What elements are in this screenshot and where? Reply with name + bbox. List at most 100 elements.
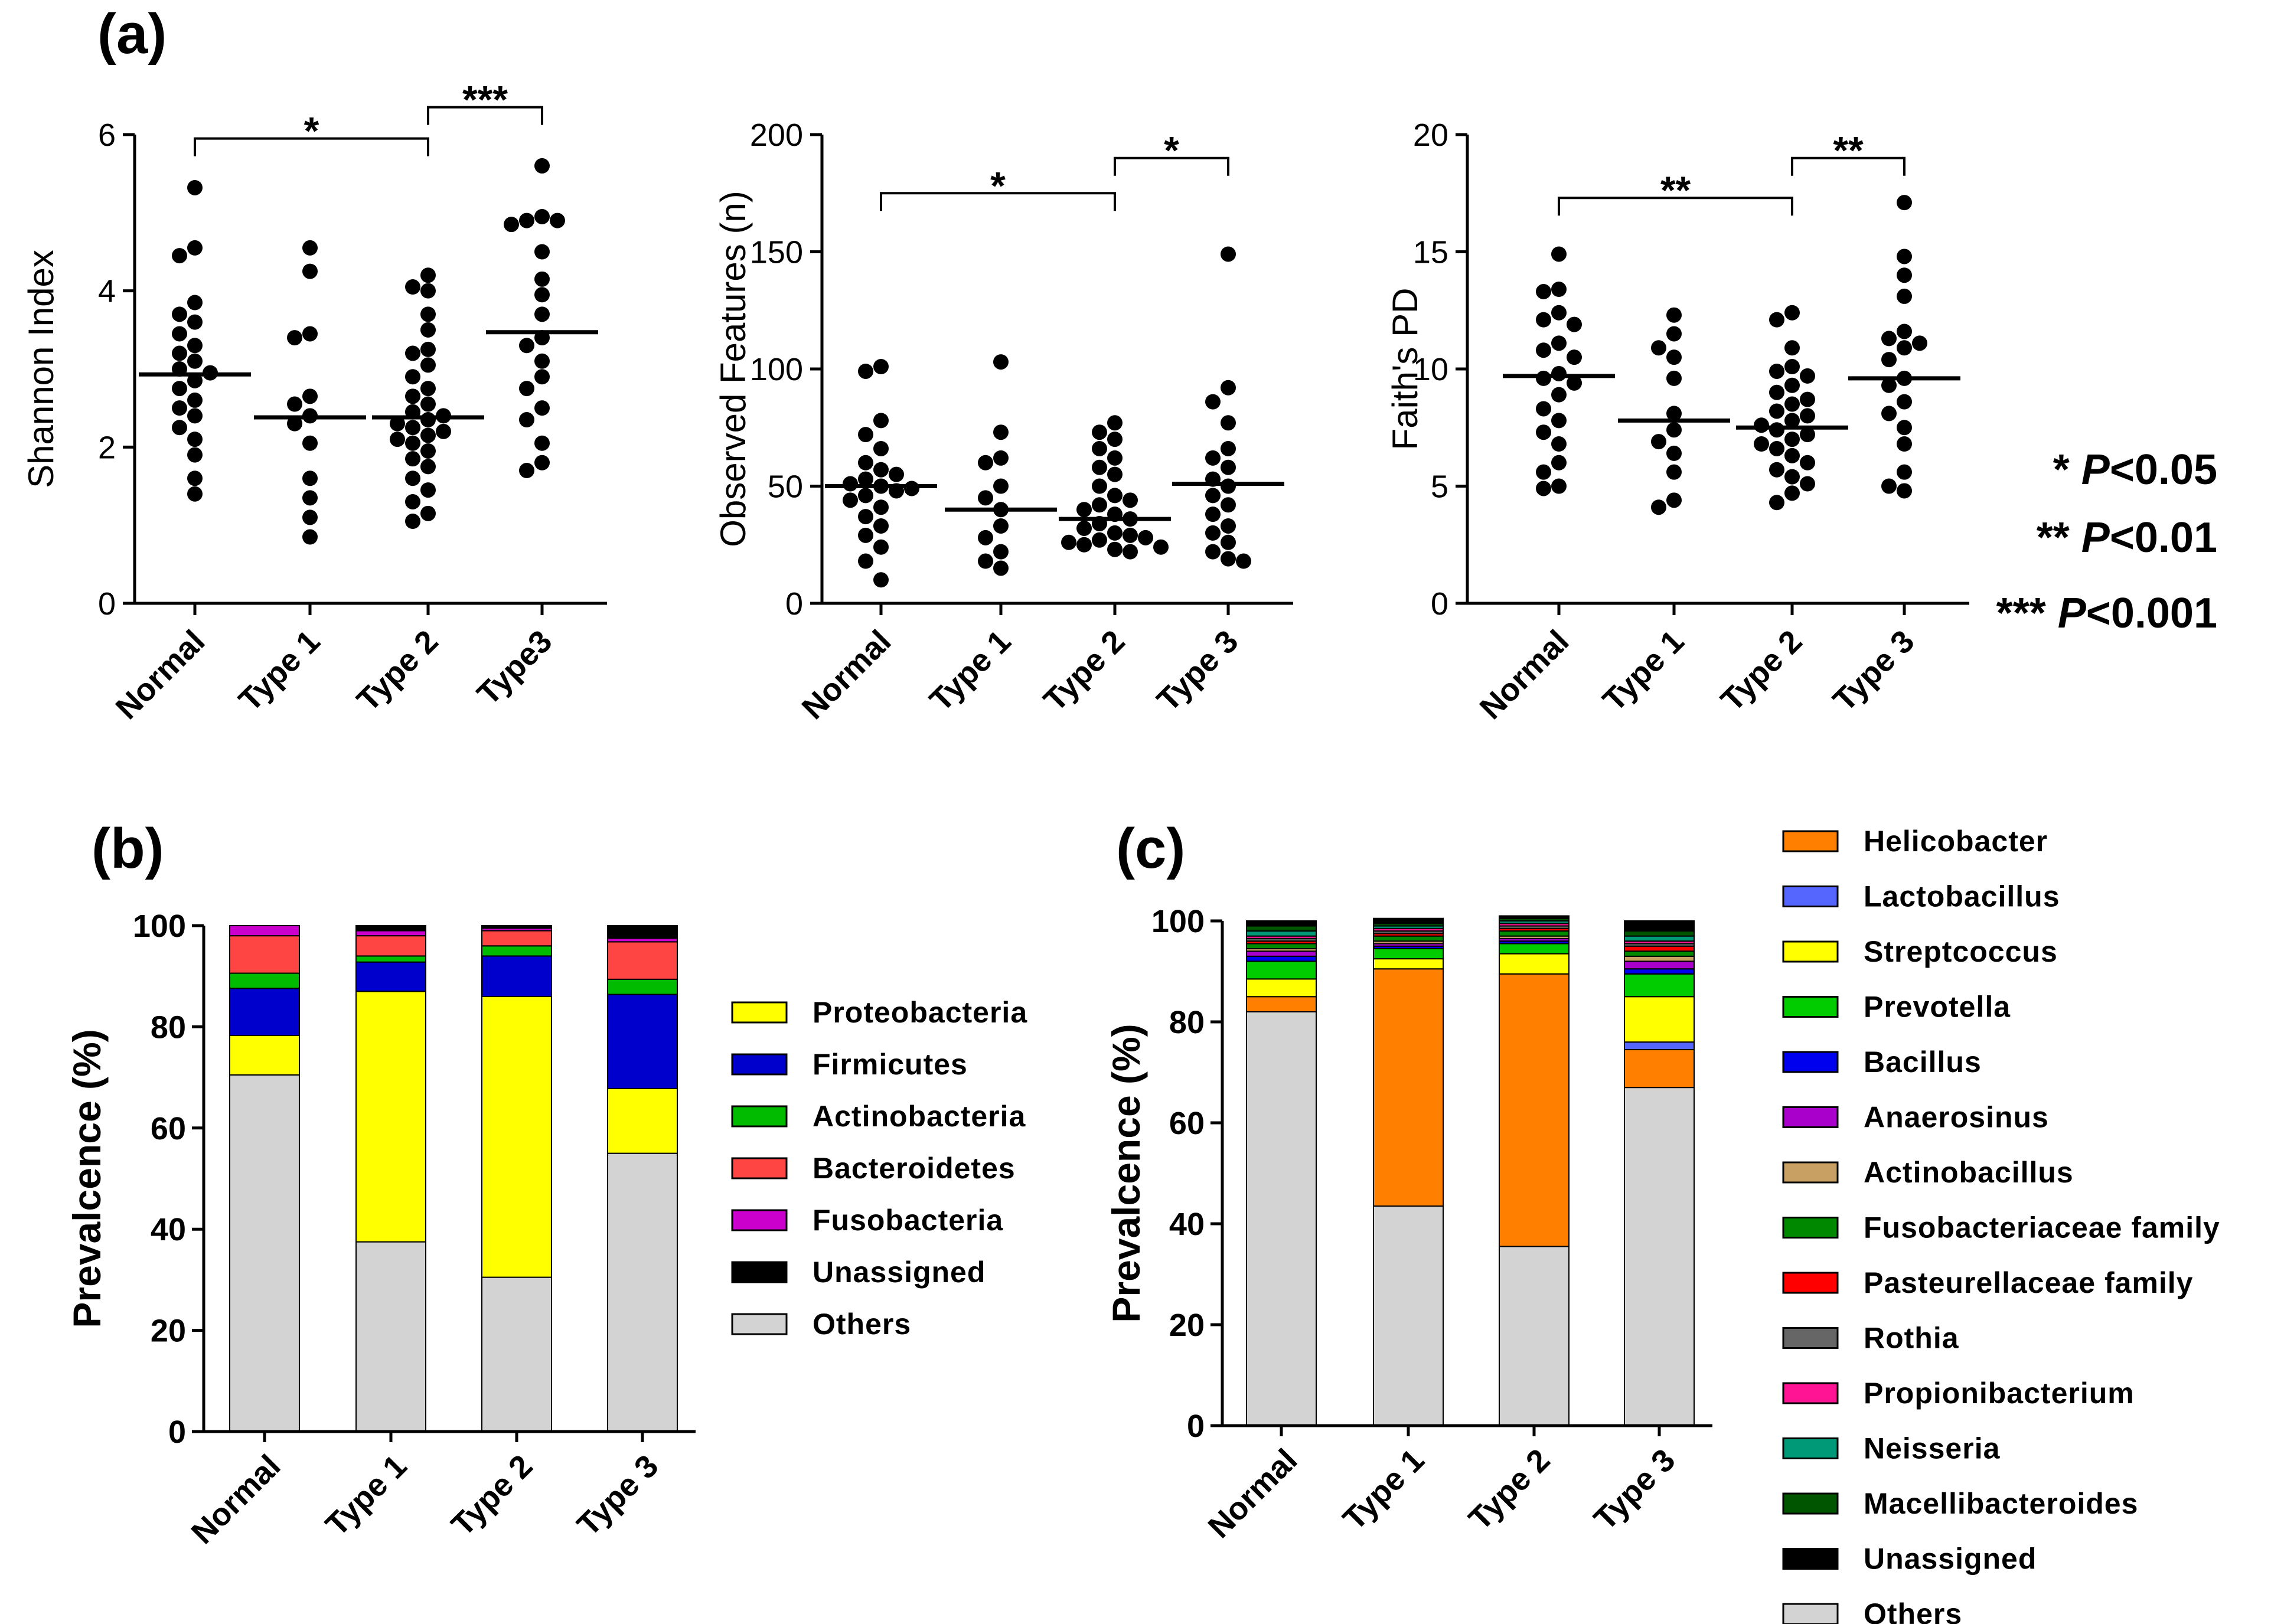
bar-segment-actinobacillus bbox=[1624, 955, 1695, 962]
data-point bbox=[1536, 424, 1551, 440]
bar-segment-lactobacillus bbox=[1624, 1041, 1695, 1051]
x-tick-label-type-3: Type 3 bbox=[570, 1448, 665, 1543]
data-point bbox=[1551, 335, 1567, 351]
data-point bbox=[1769, 363, 1784, 379]
significance-legend-entry: ** P<0.01 bbox=[2037, 514, 2217, 561]
data-point bbox=[187, 486, 203, 502]
legend-swatch-bacillus bbox=[1782, 1051, 1839, 1073]
data-point bbox=[993, 544, 1009, 560]
data-point bbox=[1666, 464, 1682, 480]
y-tick-label: 4 bbox=[98, 274, 116, 309]
data-point bbox=[1651, 499, 1666, 515]
legend-label-bacteroidetes: Bacteroidetes bbox=[813, 1152, 1016, 1185]
bar-segment-macellibacteroides bbox=[1624, 930, 1695, 937]
data-point bbox=[843, 476, 858, 492]
data-point bbox=[1205, 450, 1221, 466]
y-tick-label: 40 bbox=[151, 1212, 186, 1247]
bar-segment-streptcoccus bbox=[1246, 978, 1317, 998]
bar-segment-prevotella bbox=[1499, 943, 1570, 955]
significance-stars: * bbox=[990, 164, 1006, 207]
y-tick-label: 20 bbox=[1169, 1308, 1205, 1343]
x-tick-label-type-1: Type 1 bbox=[232, 623, 327, 718]
data-point bbox=[978, 553, 993, 569]
data-point bbox=[1076, 537, 1092, 553]
data-point bbox=[519, 463, 534, 479]
y-tick-label: 100 bbox=[133, 909, 186, 944]
legend-swatch-actinobacteria bbox=[731, 1105, 788, 1128]
x-tick-label-type3: Type3 bbox=[471, 623, 559, 712]
y-tick-label: 100 bbox=[1151, 904, 1205, 939]
data-point bbox=[519, 412, 534, 428]
legend-swatch-firmicutes bbox=[731, 1053, 788, 1076]
data-point bbox=[287, 396, 302, 412]
data-point bbox=[1092, 459, 1107, 475]
data-point bbox=[302, 326, 318, 342]
bar-segment-others bbox=[1246, 1011, 1317, 1426]
data-point bbox=[1205, 544, 1221, 560]
data-point bbox=[1567, 375, 1582, 391]
data-point bbox=[1897, 436, 1912, 452]
data-point bbox=[534, 306, 550, 322]
data-point bbox=[1666, 422, 1682, 438]
significance-bracket bbox=[880, 192, 1116, 211]
data-point bbox=[302, 470, 318, 486]
data-point bbox=[873, 440, 889, 456]
data-point bbox=[858, 427, 873, 443]
data-point bbox=[873, 539, 889, 555]
y-tick-label: 200 bbox=[750, 117, 803, 153]
bar-segment-pasteurellaceae-family bbox=[1624, 945, 1695, 952]
data-point bbox=[1205, 488, 1221, 504]
significance-bracket bbox=[194, 137, 429, 156]
x-tick-label-type-2: Type 2 bbox=[1714, 623, 1809, 718]
data-point bbox=[1551, 455, 1567, 470]
y-tick-label: 0 bbox=[1431, 586, 1448, 622]
legend-label-neisseria: Neisseria bbox=[1864, 1432, 2001, 1465]
data-point bbox=[993, 424, 1009, 440]
significance-stars: *** bbox=[462, 78, 508, 122]
data-point bbox=[889, 466, 904, 482]
bar-segment-actinobacteria bbox=[355, 955, 426, 963]
data-point bbox=[1897, 249, 1912, 264]
y-axis-title: Shannon Index bbox=[21, 250, 61, 488]
data-point bbox=[1800, 408, 1815, 424]
bar-segment-neisseria bbox=[1246, 930, 1317, 937]
significance-legend-entry: * P<0.05 bbox=[2053, 446, 2217, 494]
bar-segment-unassigned bbox=[1373, 917, 1444, 924]
data-point bbox=[1769, 462, 1784, 478]
bar-segment-anaerosinus bbox=[1624, 960, 1695, 970]
significance-stars: * bbox=[2053, 446, 2081, 494]
legend-swatch-anaerosinus bbox=[1782, 1106, 1839, 1128]
data-point bbox=[1881, 352, 1897, 368]
data-point bbox=[858, 471, 873, 487]
data-point bbox=[1107, 450, 1123, 466]
data-point bbox=[405, 470, 420, 486]
data-point bbox=[1567, 349, 1582, 365]
data-point bbox=[904, 481, 919, 496]
bar-segment-streptcoccus bbox=[1373, 958, 1444, 970]
data-point bbox=[1912, 335, 1927, 351]
data-point bbox=[405, 451, 420, 467]
y-tick-label: 0 bbox=[98, 586, 116, 622]
data-point bbox=[534, 435, 550, 451]
data-point bbox=[1551, 282, 1567, 298]
data-point bbox=[187, 240, 203, 256]
data-point bbox=[1107, 432, 1123, 447]
legend-swatch-streptcoccus bbox=[1782, 940, 1839, 963]
data-point bbox=[302, 490, 318, 506]
data-point bbox=[420, 341, 436, 357]
x-tick-label-type-2: Type 2 bbox=[350, 623, 445, 718]
y-axis-title: Prevalcence (%) bbox=[1104, 1024, 1148, 1322]
data-point bbox=[1107, 415, 1123, 431]
data-point bbox=[1784, 396, 1800, 412]
legend-swatch-lactobacillus bbox=[1782, 885, 1839, 907]
x-tick-label-type-1: Type 1 bbox=[1336, 1442, 1431, 1537]
data-point bbox=[1221, 551, 1236, 567]
data-point bbox=[1897, 324, 1912, 339]
data-point bbox=[1107, 488, 1123, 504]
data-point bbox=[405, 388, 420, 404]
data-point bbox=[1800, 476, 1815, 492]
data-point bbox=[172, 345, 187, 361]
data-point bbox=[436, 423, 451, 439]
legend-swatch-unassigned bbox=[1782, 1548, 1839, 1570]
data-point bbox=[993, 518, 1009, 534]
